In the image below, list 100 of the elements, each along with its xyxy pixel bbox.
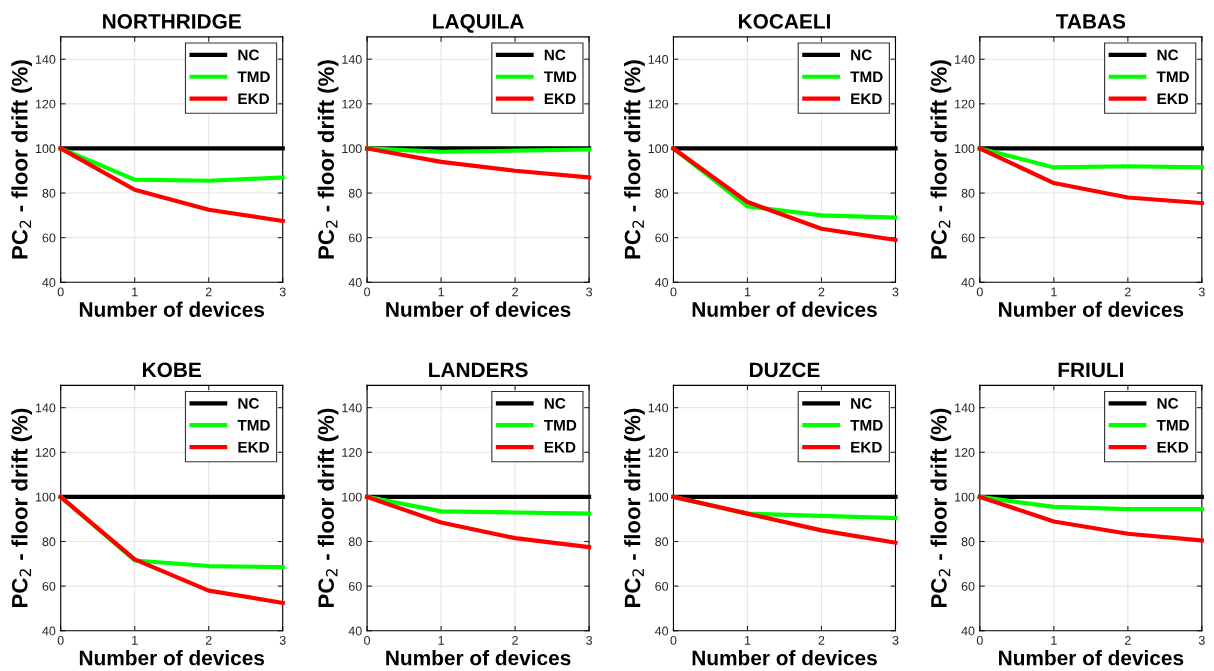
y-tick-label: 40 [348, 626, 362, 636]
y-tick-label: 120 [955, 448, 975, 457]
x-tick-label: 0 [57, 635, 64, 645]
legend-label: EKD [544, 441, 576, 453]
legend-label: TMD [850, 71, 883, 83]
legend-label: EKD [1157, 441, 1189, 453]
y-tick-label: 40 [961, 626, 975, 636]
y-tick-label: 120 [35, 99, 56, 109]
y-axis-title: PC$_{2}$ - floor drift (%) [11, 408, 33, 608]
y-tick-label: 140 [955, 55, 975, 64]
y-tick-label: 140 [648, 55, 669, 64]
line-series [364, 494, 592, 516]
y-axis-title: PC$_{2}$ - floor drift (%) [317, 408, 339, 608]
y-axis-title: PC$_{2}$ - floor drift (%) [930, 60, 952, 259]
chart-title: NORTHRIDGE [103, 14, 241, 29]
line-series [58, 494, 285, 605]
x-tick-label: 3 [892, 287, 899, 297]
x-axis-title: Number of devices [999, 301, 1184, 317]
x-tick-label: 3 [1198, 287, 1205, 297]
x-axis-title: Number of devices [692, 650, 877, 666]
x-tick-label: 2 [205, 635, 212, 645]
line-series [58, 146, 285, 224]
y-tick-label: 120 [648, 99, 669, 109]
legend-label: EKD [238, 441, 270, 453]
x-tick-label: 2 [512, 635, 518, 645]
legend-label: TMD [543, 71, 577, 83]
x-axis-title: Number of devices [79, 650, 265, 666]
line-series [671, 494, 898, 545]
chart-title: FRIULI [1058, 362, 1124, 378]
legend-label: TMD [1156, 71, 1189, 83]
chart-title: KOCAELI [738, 14, 830, 29]
chart-title: KOBE [143, 362, 201, 378]
y-tick-label: 120 [648, 448, 669, 457]
x-axis-title: Number of devices [386, 301, 571, 317]
x-tick-label: 2 [512, 287, 518, 297]
x-axis-title: Number of devices [692, 301, 877, 317]
legend-label: TMD [1156, 420, 1189, 431]
y-tick-label: 100 [35, 144, 56, 154]
x-tick-label: 2 [1125, 287, 1131, 297]
legend-label: NC [238, 49, 260, 61]
y-tick-label: 140 [35, 403, 56, 413]
y-axis-title: PC$_{2}$ - floor drift (%) [317, 60, 339, 259]
x-tick-label: 3 [1198, 635, 1205, 645]
legend-label: TMD [237, 71, 270, 83]
legend-label: EKD [544, 93, 576, 104]
legend-label: NC [851, 49, 872, 61]
y-tick-label: 80 [348, 188, 362, 198]
legend-label: NC [544, 397, 566, 409]
y-tick-label: 80 [655, 537, 669, 547]
chart-title: DUZCE [749, 362, 820, 378]
x-tick-label: 1 [744, 287, 751, 297]
x-axis-title: Number of devices [999, 650, 1184, 666]
x-tick-label: 3 [279, 287, 286, 297]
line-series [364, 494, 592, 550]
y-tick-label: 140 [342, 403, 362, 413]
legend-label: NC [1157, 397, 1179, 409]
y-tick-label: 40 [42, 278, 56, 287]
x-axis-title: Number of devices [386, 650, 571, 666]
y-tick-label: 40 [654, 278, 669, 287]
y-tick-label: 120 [342, 448, 362, 457]
x-axis-title: Number of devices [79, 301, 265, 317]
y-tick-label: 60 [655, 581, 669, 591]
legend-label: NC [238, 397, 260, 409]
y-tick-label: 40 [961, 278, 975, 287]
y-axis-title: PC$_{2}$ - floor drift (%) [11, 60, 33, 259]
y-tick-label: 80 [655, 188, 669, 198]
legend-label: EKD [238, 93, 270, 104]
x-tick-label: 0 [364, 287, 371, 297]
x-tick-label: 0 [976, 635, 983, 645]
legend-label: NC [1157, 49, 1179, 61]
y-axis-title: PC$_{2}$ - floor drift (%) [624, 408, 645, 608]
y-tick-label: 120 [955, 99, 975, 109]
x-tick-label: 1 [132, 287, 138, 297]
legend-label: TMD [237, 420, 270, 431]
x-tick-label: 1 [1051, 636, 1057, 645]
legend-label: EKD [851, 93, 882, 104]
y-tick-label: 80 [348, 537, 362, 547]
legend-label: NC [544, 49, 566, 61]
x-tick-label: 1 [1051, 287, 1057, 297]
y-tick-label: 100 [955, 144, 975, 154]
x-tick-label: 2 [818, 635, 825, 645]
y-tick-label: 60 [655, 233, 669, 243]
y-tick-label: 120 [342, 99, 362, 109]
x-tick-label: 2 [205, 287, 212, 297]
y-tick-label: 100 [342, 144, 362, 154]
x-tick-label: 0 [57, 287, 64, 297]
legend-label: NC [851, 397, 872, 409]
x-tick-label: 2 [818, 287, 825, 297]
legend-label: EKD [851, 441, 882, 453]
y-axis-title: PC$_{2}$ - floor drift (%) [624, 60, 645, 259]
y-tick-label: 60 [348, 581, 362, 591]
x-tick-label: 0 [670, 287, 677, 297]
y-tick-label: 80 [42, 188, 56, 198]
line-series [364, 146, 592, 180]
y-tick-label: 80 [961, 188, 975, 198]
y-tick-label: 140 [648, 403, 669, 413]
y-tick-label: 60 [961, 233, 975, 243]
y-tick-label: 140 [342, 55, 362, 64]
y-tick-label: 80 [961, 537, 975, 547]
x-tick-label: 3 [586, 287, 593, 297]
